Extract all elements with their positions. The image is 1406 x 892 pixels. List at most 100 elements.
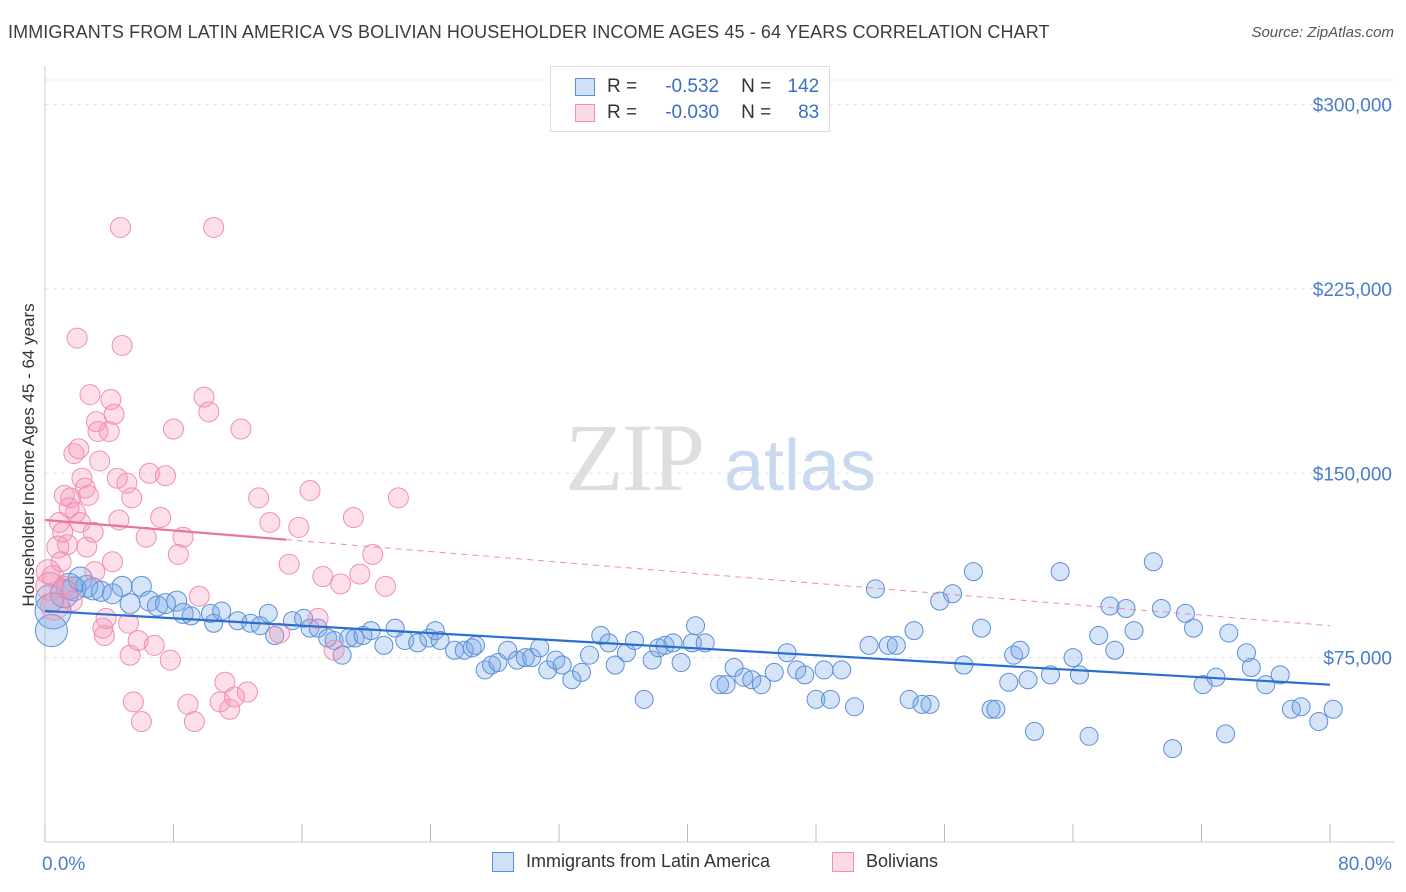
legend-swatch-blue [575, 78, 595, 96]
bottom-legend-label-blue: Immigrants from Latin America [526, 851, 771, 871]
data-point [82, 521, 104, 543]
trend-line [44, 609, 1331, 686]
data-point [34, 614, 68, 648]
data-point [77, 484, 99, 506]
data-point [845, 697, 865, 717]
data-point [751, 675, 771, 695]
data-point [167, 543, 189, 565]
data-point [634, 689, 654, 709]
data-point [106, 467, 128, 489]
data-point [269, 622, 291, 644]
data-point [121, 487, 143, 509]
y-tick-label: $75,000 [1323, 649, 1392, 670]
bottom-legend-label-pink: Bolivians [866, 851, 939, 871]
data-point [248, 487, 270, 509]
data-point [886, 635, 906, 655]
data-point [820, 689, 840, 709]
data-point [330, 573, 352, 595]
data-point [981, 699, 1001, 719]
data-point [299, 479, 321, 501]
data-point [375, 575, 397, 597]
data-point [425, 621, 445, 641]
data-point [259, 511, 281, 533]
legend-r-value: -0.532 [665, 76, 720, 97]
data-point [1291, 697, 1311, 717]
legend-row-blue: R = -0.532 N = 142 [575, 74, 819, 100]
data-point [122, 691, 144, 713]
trend-lines [44, 518, 1331, 686]
gridlines [45, 79, 1395, 659]
data-point [1018, 670, 1038, 690]
y-tick-label: $225,000 [1313, 280, 1392, 301]
data-point [462, 638, 482, 658]
legend: R = -0.532 N = 142 R = -0.030 N = 83 [550, 66, 830, 132]
data-point [212, 601, 232, 621]
data-point [859, 635, 879, 655]
data-point [1063, 648, 1083, 668]
legend-n-value: 83 [798, 102, 820, 123]
data-point [1241, 657, 1261, 677]
data-point [288, 516, 310, 538]
data-point [135, 526, 157, 548]
data-point [1236, 643, 1256, 663]
data-point [138, 462, 160, 484]
data-point [56, 534, 78, 556]
data-point [538, 660, 558, 680]
data-point [387, 487, 409, 509]
data-point [68, 438, 90, 460]
data-point [143, 634, 165, 656]
data-point [1004, 645, 1024, 665]
data-point [999, 672, 1019, 692]
data-point [40, 591, 70, 621]
data-point [1089, 626, 1109, 646]
data-point [943, 584, 963, 604]
data-point [188, 585, 210, 607]
data-point [307, 607, 329, 629]
data-point [154, 465, 176, 487]
data-point [323, 639, 345, 661]
data-point [79, 384, 101, 406]
data-point [920, 694, 940, 714]
series-immigrants-latin-america [34, 552, 1343, 759]
data-point [1069, 665, 1089, 685]
data-point [1143, 552, 1163, 572]
legend-swatch-pink [575, 104, 595, 122]
data-point [546, 650, 566, 670]
data-point [408, 633, 428, 653]
data-point [1050, 562, 1070, 582]
data-point [109, 216, 131, 238]
data-point [1010, 640, 1030, 660]
x-tick-label: 0.0% [42, 854, 85, 875]
data-point [111, 334, 133, 356]
data-point [374, 635, 394, 655]
data-point [163, 418, 184, 440]
data-point [95, 607, 117, 629]
data-point [912, 694, 932, 714]
data-point [1183, 618, 1203, 638]
data-point [580, 645, 600, 665]
watermark: ZIP atlas [565, 404, 876, 511]
data-point [278, 553, 300, 575]
data-point [1270, 665, 1290, 685]
legend-r-label: R = [607, 102, 638, 123]
chart-title: IMMIGRANTS FROM LATIN AMERICA VS BOLIVIA… [8, 22, 1050, 42]
data-point [84, 561, 106, 583]
data-point [166, 590, 188, 612]
data-point [465, 635, 485, 655]
data-point [498, 640, 518, 660]
data-point [663, 633, 683, 653]
data-point [67, 566, 93, 592]
data-point [734, 667, 754, 687]
legend-n-value: 142 [787, 76, 820, 97]
watermark-zip: ZIP [565, 404, 703, 511]
x-tick-label: 80.0% [1338, 854, 1392, 875]
data-point [119, 593, 141, 615]
data-point [1163, 739, 1183, 759]
data-point [93, 625, 115, 647]
data-point [230, 418, 252, 440]
data-point [342, 507, 364, 529]
data-point [507, 650, 527, 670]
data-point [181, 606, 201, 626]
data-point [362, 543, 384, 565]
